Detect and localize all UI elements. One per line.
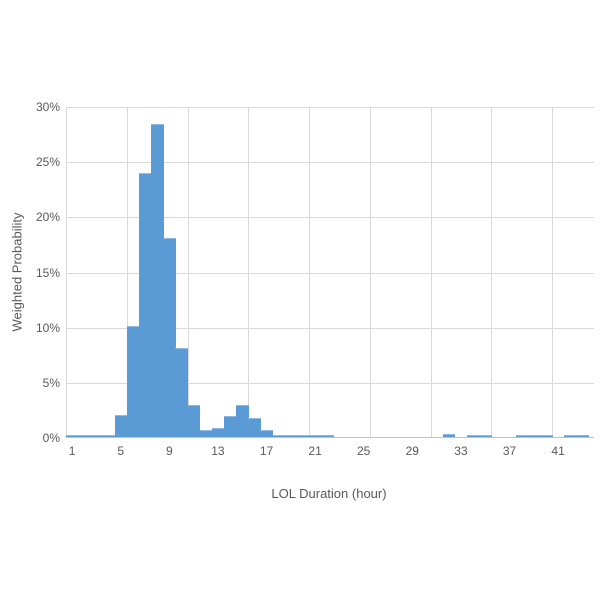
histogram-bar	[236, 405, 249, 437]
gridline-horizontal	[66, 327, 594, 329]
gridline-horizontal	[66, 162, 594, 164]
y-axis-tick-label: 5%	[42, 375, 60, 390]
x-axis-tick-label: 25	[357, 444, 371, 458]
histogram-bar	[163, 238, 176, 437]
y-axis-tick-label: 20%	[35, 210, 60, 225]
x-axis-tick-label: 41	[551, 444, 565, 458]
histogram-bar	[539, 435, 553, 437]
gridline-horizontal	[66, 272, 594, 274]
histogram-bar	[479, 435, 492, 437]
histogram-bar	[224, 416, 237, 437]
x-axis-tick-label: 1	[68, 444, 76, 458]
x-axis-tick-label: 37	[502, 444, 517, 458]
x-axis-tick-label: 29	[405, 444, 419, 458]
histogram-bar	[515, 435, 529, 437]
histogram-bar	[442, 434, 456, 437]
histogram-bar	[272, 435, 286, 437]
histogram-bar	[527, 435, 541, 437]
plot-area	[66, 107, 594, 438]
histogram-bar	[187, 405, 201, 437]
histogram-bar	[260, 430, 274, 437]
histogram-bar	[126, 326, 140, 437]
histogram-bar	[321, 435, 334, 437]
x-axis-tick-label: 5	[117, 444, 125, 458]
histogram-bar	[248, 418, 262, 437]
histogram-bar	[151, 124, 164, 437]
histogram-bar	[211, 428, 225, 437]
histogram-bar	[466, 435, 480, 437]
x-axis-tick-label: 21	[308, 444, 322, 458]
histogram-bar	[199, 430, 213, 437]
x-axis-tick-label: 9	[165, 444, 173, 458]
x-axis-tick-label: 17	[259, 444, 274, 458]
histogram-bar	[114, 415, 128, 437]
histogram-bar	[284, 435, 298, 437]
y-axis-tick-label: 10%	[35, 320, 60, 335]
y-axis-tick-label: 30%	[35, 100, 60, 114]
histogram-bar	[102, 435, 116, 437]
y-axis-tick-label: 25%	[35, 155, 60, 170]
x-axis-title: LOL Duration (hour)	[271, 486, 387, 501]
histogram-bar	[138, 173, 152, 437]
x-axis-tick-label: 33	[454, 444, 468, 458]
histogram-bar	[564, 435, 577, 437]
x-axis-line	[66, 437, 594, 438]
histogram-bar	[90, 435, 104, 437]
gridline-horizontal	[66, 107, 594, 108]
histogram-bar	[296, 435, 310, 437]
histogram-bar	[175, 348, 189, 437]
histogram-bar	[309, 435, 322, 437]
histogram-bar	[78, 435, 91, 437]
gridline-horizontal	[66, 217, 594, 219]
histogram-bar	[66, 435, 79, 437]
x-axis-tick-label: 13	[211, 444, 225, 458]
y-axis-tick-label: 15%	[35, 265, 60, 280]
gridline-horizontal	[66, 382, 594, 384]
histogram-bar	[576, 435, 590, 437]
y-axis-tick-label: 0%	[42, 431, 60, 445]
